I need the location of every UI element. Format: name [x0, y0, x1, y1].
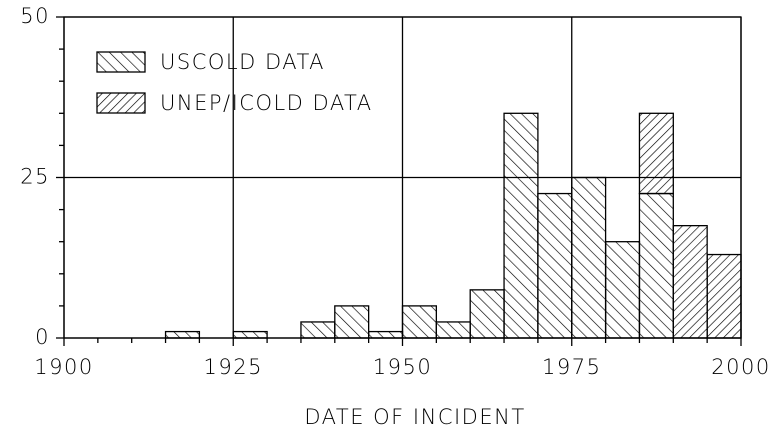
- bar: [334, 305, 370, 339]
- bar: [401, 305, 437, 339]
- x-tick-label: 2000: [711, 355, 770, 379]
- bar: [300, 321, 336, 339]
- bar: [503, 112, 539, 339]
- bar: [604, 241, 641, 339]
- x-tick-label: 1925: [204, 355, 263, 379]
- bar: [706, 253, 742, 339]
- legend-swatch: [96, 92, 146, 114]
- bar: [638, 112, 674, 195]
- legend-label: UNEP/ICOLD DATA: [160, 91, 373, 115]
- x-tick-label: 1950: [373, 355, 432, 379]
- y-tick-label: 0: [35, 325, 50, 349]
- bar: [435, 321, 471, 339]
- bar: [367, 330, 404, 339]
- bar: [672, 224, 708, 339]
- y-tick-label: 25: [20, 165, 50, 189]
- legend-swatch: [96, 51, 146, 73]
- x-axis-label: DATE OF INCIDENT: [304, 405, 525, 429]
- bar: [537, 192, 573, 339]
- bar: [469, 289, 505, 339]
- bar: [638, 192, 674, 339]
- bar: [232, 330, 268, 339]
- legend-label: USCOLD DATA: [160, 50, 325, 74]
- x-tick-label: 1975: [542, 355, 601, 379]
- y-tick-label: 50: [20, 4, 50, 28]
- x-tick-label: 1900: [34, 355, 93, 379]
- bar: [164, 330, 201, 339]
- bar: [571, 176, 607, 339]
